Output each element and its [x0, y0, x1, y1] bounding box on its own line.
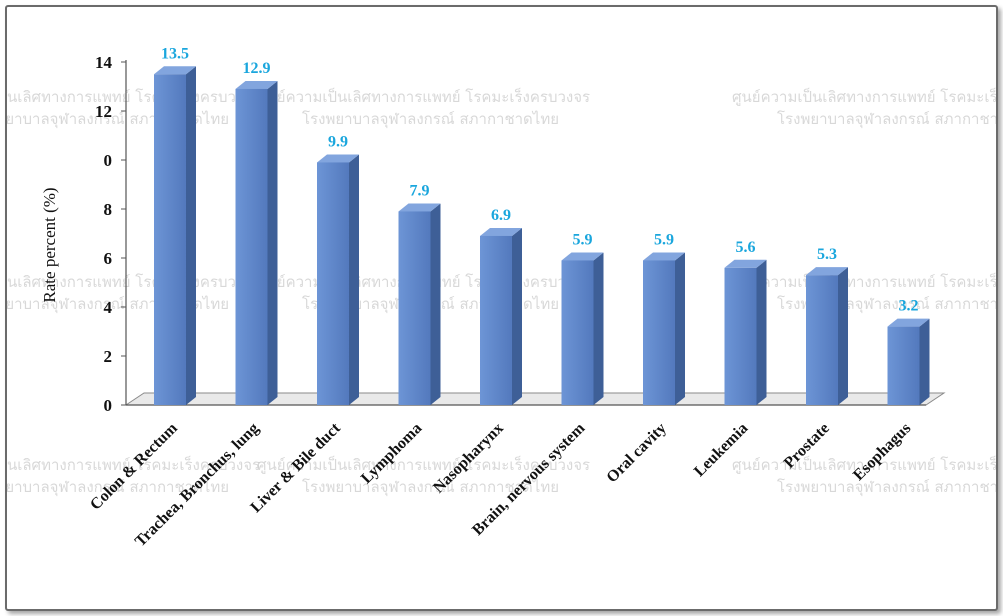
bar-top — [887, 318, 930, 327]
watermark-text: ศูนย์ความเป็นเลิศทางการแพทย์ โรคมะเร็งคร… — [257, 455, 590, 474]
category-label: Oral cavity — [603, 420, 669, 486]
y-axis-label: Rate percent (%) — [40, 187, 59, 302]
watermark-text: ศูนย์ความเป็นเลิศทางการแพทย์ โรคมะเร็งคร… — [732, 87, 996, 106]
bar-side — [267, 80, 278, 405]
bar-side — [512, 227, 522, 405]
watermark-text: โรงพยาบาลจุฬาลงกรณ์ สภากาชาดไทย — [302, 478, 559, 497]
y-tick-label: 12 — [95, 102, 112, 121]
y-tick-label: 0 — [104, 396, 113, 415]
bar-top — [561, 252, 604, 261]
y-tick-label: 14 — [95, 53, 113, 72]
y-axis: 0 2 4 6 8 0 12 14 — [95, 53, 127, 415]
data-label: 5.6 — [736, 239, 756, 256]
bar-top — [724, 259, 767, 268]
bar-front — [480, 235, 512, 405]
watermark-text: โรงพยาบาลจุฬาลงกรณ์ สภากาชาดไทย — [777, 110, 996, 129]
data-label: 9.9 — [328, 133, 348, 150]
chart-frame: ศูนย์ความเป็นเลิศทางการแพทย์ โรคมะเร็งคร… — [5, 5, 998, 611]
data-label: 12.9 — [243, 60, 271, 77]
watermark-text: ศูนย์ความเป็นเลิศทางการแพทย์ โรคมะเร็งคร… — [732, 455, 996, 474]
bar-top — [806, 267, 848, 276]
watermark-text: โรงพยาบาลจุฬาลงกรณ์ สภากาชาดไทย — [777, 478, 996, 497]
bar-front — [398, 211, 431, 405]
bar — [480, 227, 522, 405]
bar-top — [154, 66, 196, 75]
bar-front — [724, 267, 757, 405]
bar — [154, 66, 196, 405]
bar-side — [756, 259, 767, 405]
data-label: 3.2 — [899, 298, 919, 315]
bar-front — [887, 326, 920, 405]
y-tick-label: 0 — [104, 151, 113, 170]
watermark-text: โรงพยาบาลจุฬาลงกรณ์ สภากาชาดไทย — [302, 110, 559, 129]
bar-side — [430, 203, 441, 405]
bar-side — [186, 66, 196, 405]
bar-front — [154, 74, 186, 405]
bar-front — [806, 275, 838, 405]
bar-side — [919, 318, 930, 405]
bar — [317, 154, 359, 405]
bar-front — [643, 260, 675, 405]
watermark-text: ศูนย์ความเป็นเลิศทางการแพทย์ โรคมะเร็งคร… — [732, 272, 996, 291]
data-label: 5.9 — [654, 231, 674, 248]
data-label: 5.3 — [817, 246, 837, 263]
bar-top — [643, 252, 685, 261]
bar — [724, 259, 767, 405]
watermark-text: ศูนย์ความเป็นเลิศทางการแพทย์ โรคมะเร็งคร… — [7, 455, 260, 474]
bar-series — [154, 66, 930, 405]
watermark-text: ศูนย์ความเป็นเลิศทางการแพทย์ โรคมะเร็งคร… — [257, 87, 590, 106]
watermark-text: ศูนย์ความเป็นเลิศทางการแพทย์ โรคมะเร็งคร… — [7, 272, 260, 291]
bar — [561, 252, 604, 405]
bar-front — [561, 260, 594, 405]
bar-side — [349, 154, 359, 405]
bar-top — [480, 227, 522, 236]
bar-side — [675, 252, 685, 405]
watermark-text: ศูนย์ความเป็นเลิศทางการแพทย์ โรคมะเร็งคร… — [7, 87, 260, 106]
bar — [643, 252, 685, 405]
y-tick-label: 6 — [104, 249, 113, 268]
data-labels: 13.5 12.9 9.9 7.9 6.9 5.9 5.9 5.6 5.3 3.2 — [161, 45, 919, 314]
bar-top — [317, 154, 359, 163]
data-label: 6.9 — [491, 207, 511, 224]
data-label: 13.5 — [161, 45, 189, 62]
bar — [806, 267, 848, 405]
category-label: Esophagus — [850, 420, 914, 484]
y-tick-label: 8 — [104, 200, 113, 219]
bar-top — [235, 80, 278, 89]
bar-side — [838, 267, 848, 405]
data-label: 5.9 — [573, 231, 593, 248]
bar-front — [235, 88, 268, 405]
bar-front — [317, 162, 349, 405]
watermark-text: โรงพยาบาลจุฬาลงกรณ์ สภากาชาดไทย — [7, 478, 229, 497]
bar-top — [398, 203, 441, 212]
bar — [235, 80, 278, 405]
bar — [887, 318, 930, 405]
bar-side — [593, 252, 604, 405]
bar — [398, 203, 441, 405]
bar-chart: ศูนย์ความเป็นเลิศทางการแพทย์ โรคมะเร็งคร… — [7, 45, 996, 550]
y-tick-label: 2 — [104, 347, 113, 366]
y-tick-label: 4 — [104, 298, 113, 317]
data-label: 7.9 — [410, 182, 430, 199]
